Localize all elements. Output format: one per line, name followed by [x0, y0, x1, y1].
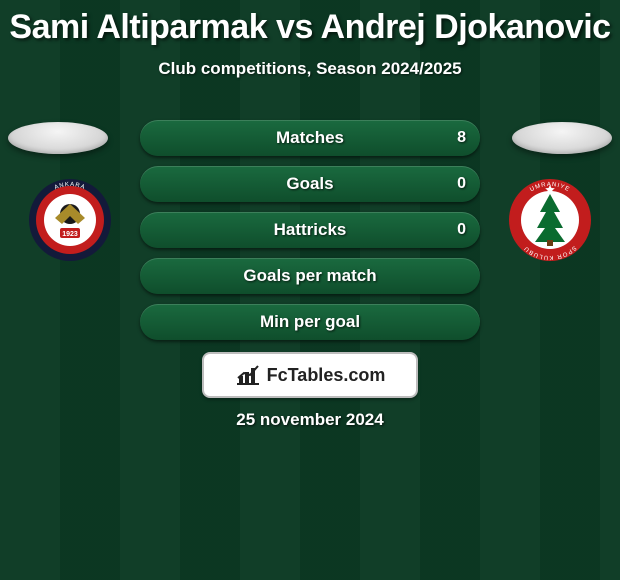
stat-label: Min per goal: [140, 304, 480, 340]
stat-left-value: [140, 304, 168, 340]
stat-right-value: 0: [443, 166, 480, 202]
stat-label: Goals per match: [140, 258, 480, 294]
stat-left-value: [140, 212, 168, 248]
stat-left-value: [140, 166, 168, 202]
stat-right-value: 0: [443, 212, 480, 248]
stat-left-value: [140, 120, 168, 156]
stat-row-matches: Matches 8: [140, 120, 480, 156]
brand-text: FcTables.com: [267, 365, 386, 386]
stats-panel: Matches 8 Goals 0 Hattricks 0 Goals per …: [140, 120, 480, 350]
date-line: 25 november 2024: [0, 410, 620, 430]
stat-row-min-per-goal: Min per goal: [140, 304, 480, 340]
page-title: Sami Altiparmak vs Andrej Djokanovic: [0, 0, 620, 47]
club-badge-left: 1923 ANKARA: [20, 178, 120, 262]
svg-text:1923: 1923: [62, 231, 78, 238]
stat-right-value: [452, 304, 480, 340]
stat-right-value: [452, 258, 480, 294]
stat-row-hattricks: Hattricks 0: [140, 212, 480, 248]
brand-box: FcTables.com: [202, 352, 418, 398]
stat-label: Matches: [140, 120, 480, 156]
stat-row-goals: Goals 0: [140, 166, 480, 202]
stat-label: Hattricks: [140, 212, 480, 248]
stat-label: Goals: [140, 166, 480, 202]
brand-chart-icon: [235, 364, 261, 386]
stat-right-value: 8: [443, 120, 480, 156]
subtitle: Club competitions, Season 2024/2025: [0, 59, 620, 79]
club-badge-right: UMRANIYE SPOR KULUBU: [500, 178, 600, 262]
player-photo-placeholder-right: [512, 122, 612, 154]
player-photo-placeholder-left: [8, 122, 108, 154]
stat-row-goals-per-match: Goals per match: [140, 258, 480, 294]
stat-left-value: [140, 258, 168, 294]
